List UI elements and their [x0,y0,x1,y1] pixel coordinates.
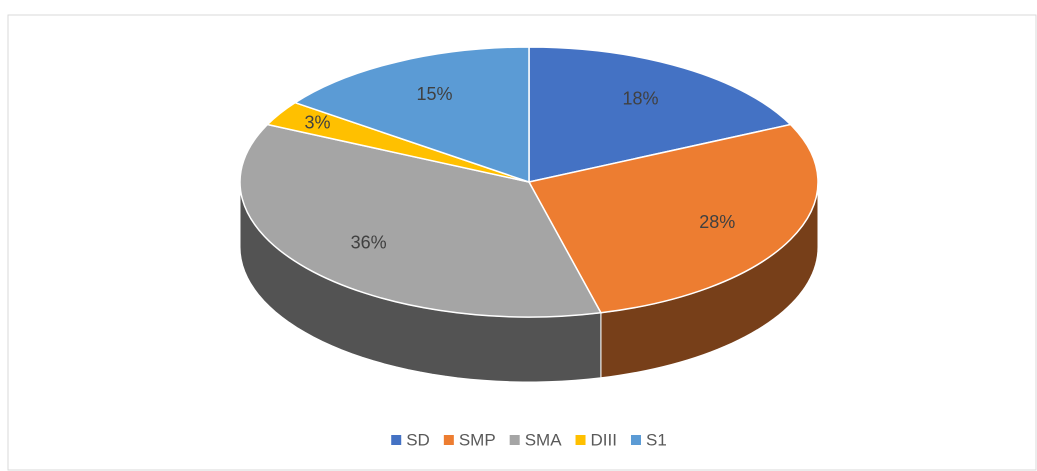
legend-label: S1 [646,430,667,449]
legend-item: SD [391,430,430,449]
legend-swatch [443,435,454,445]
data-label: 3% [305,112,331,132]
legend-swatch [509,435,520,445]
legend-swatch [575,435,586,445]
legend-item: S1 [630,430,667,449]
legend-label: SD [406,430,430,449]
data-labels: 18% 28% 36% 3% 15% [305,84,736,253]
data-label: 36% [351,233,387,253]
legend-item: DIII [575,430,617,449]
pie-tops [239,46,819,318]
data-label: 28% [699,212,735,232]
legend: SD SMP SMA DIII S1 [391,430,667,449]
legend-label: SMA [525,430,563,449]
slice [239,123,603,318]
data-label: 18% [622,89,658,109]
legend-swatch [630,435,641,445]
legend-swatch [391,435,402,445]
slice [293,46,530,184]
slice [527,123,819,314]
legend-label: SMP [459,430,496,449]
slice [528,46,793,183]
legend-item: SMP [443,430,496,449]
data-label: 15% [417,84,453,104]
legend-label: DIII [591,430,617,449]
legend-item: SMA [509,430,563,449]
